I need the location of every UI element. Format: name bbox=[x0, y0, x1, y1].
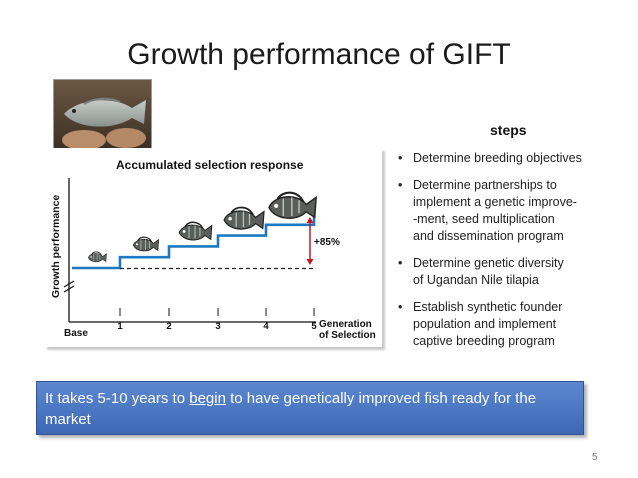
x-tick-label: 5 bbox=[311, 321, 317, 332]
fish-icon bbox=[223, 206, 265, 230]
step-item: Determine genetic diversity of Ugandan N… bbox=[398, 255, 630, 289]
step-item-line: population and implement bbox=[413, 317, 557, 331]
step-item-line: Determine partnerships to bbox=[413, 178, 557, 192]
step-item: Determine breeding objectives bbox=[398, 150, 630, 167]
step-item-line: captive breeding program bbox=[413, 334, 555, 348]
step-item-line: -ment, seed multiplication bbox=[413, 212, 555, 226]
step-item-line: Determine genetic diversity bbox=[413, 256, 564, 270]
step-item-line: of Ugandan Nile tilapia bbox=[413, 273, 539, 287]
fish-icon bbox=[178, 221, 213, 241]
step-item: Determine partnerships to implement a ge… bbox=[398, 177, 630, 245]
gain-arrowhead-bottom-icon bbox=[306, 259, 314, 265]
step-item-line: Determine breeding objectives bbox=[413, 151, 582, 165]
step-item-line: and dissemination program bbox=[413, 229, 564, 243]
callout-text-after: to have genetically improved fish ready … bbox=[45, 390, 537, 428]
fish-icon bbox=[268, 191, 317, 219]
gain-label: +85% bbox=[314, 237, 340, 248]
x-tick-label: 1 bbox=[117, 321, 123, 332]
x-tick-label: 2 bbox=[166, 321, 171, 332]
x-base-label: Base bbox=[64, 328, 88, 339]
x-tick-label: 3 bbox=[215, 321, 220, 332]
fish-icon bbox=[132, 236, 160, 252]
fish-icon bbox=[87, 251, 107, 262]
callout-text-before: It takes 5-10 years to bbox=[45, 390, 190, 407]
x-axis-label-line1: Generation bbox=[319, 319, 372, 330]
gain-arrowhead-top-icon bbox=[306, 217, 314, 223]
callout-emphasis: begin bbox=[189, 390, 226, 407]
x-tick-labels: 1 2 3 4 5 bbox=[117, 321, 317, 332]
x-axis-label-line2: of Selection bbox=[319, 330, 376, 341]
chart-title: Accumulated selection response bbox=[116, 158, 304, 172]
selection-step-line bbox=[72, 214, 316, 270]
slide-title: Growth performance of GIFT bbox=[127, 38, 511, 71]
selection-response-chart: Accumulated selection response Growth pe… bbox=[50, 158, 376, 341]
step-item-line: Establish synthetic founder bbox=[413, 300, 563, 314]
chart-panel: Accumulated selection response Growth pe… bbox=[44, 148, 382, 347]
key-message-callout: It takes 5-10 years to begin to have gen… bbox=[36, 381, 584, 435]
y-axis-label: Growth performance bbox=[50, 195, 62, 298]
step-item-line: implement a genetic improve- bbox=[413, 195, 577, 209]
steps-heading: steps bbox=[490, 122, 527, 138]
page-number: 5 bbox=[592, 452, 598, 463]
x-tick-label: 4 bbox=[263, 321, 269, 332]
tilapia-photo bbox=[53, 79, 152, 150]
step-item: Establish synthetic founder population a… bbox=[398, 299, 630, 350]
axis-break-icon bbox=[63, 280, 75, 293]
steps-list: Determine breeding objectives Determine … bbox=[398, 150, 630, 360]
fish-icons bbox=[87, 191, 317, 262]
